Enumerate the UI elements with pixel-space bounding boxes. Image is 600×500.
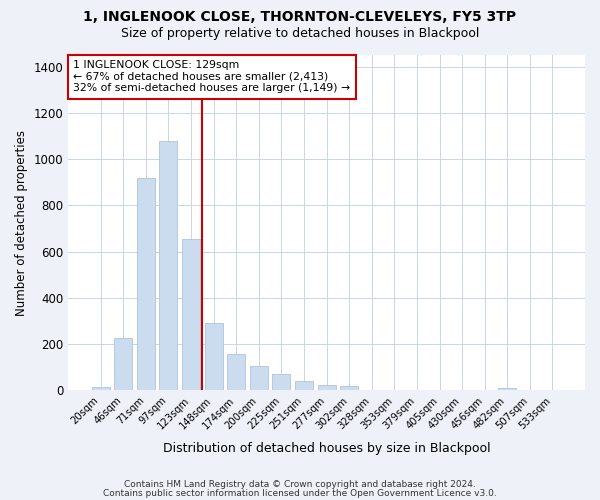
Text: Contains HM Land Registry data © Crown copyright and database right 2024.: Contains HM Land Registry data © Crown c… [124,480,476,489]
Text: 1 INGLENOOK CLOSE: 129sqm
← 67% of detached houses are smaller (2,413)
32% of se: 1 INGLENOOK CLOSE: 129sqm ← 67% of detac… [73,60,350,93]
Bar [272,374,290,390]
Bar [498,388,517,390]
Bar [160,140,178,390]
Text: Size of property relative to detached houses in Blackpool: Size of property relative to detached ho… [121,28,479,40]
Bar [205,323,223,390]
Text: Contains public sector information licensed under the Open Government Licence v3: Contains public sector information licen… [103,488,497,498]
X-axis label: Distribution of detached houses by size in Blackpool: Distribution of detached houses by size … [163,442,490,455]
Text: 1, INGLENOOK CLOSE, THORNTON-CLEVELEYS, FY5 3TP: 1, INGLENOOK CLOSE, THORNTON-CLEVELEYS, … [83,10,517,24]
Bar [295,381,313,390]
Y-axis label: Number of detached properties: Number of detached properties [15,130,28,316]
Bar [114,338,133,390]
Bar [182,239,200,390]
Bar [227,354,245,391]
Bar [137,178,155,390]
Bar [340,386,358,390]
Bar [317,386,335,390]
Bar [250,366,268,390]
Bar [92,387,110,390]
